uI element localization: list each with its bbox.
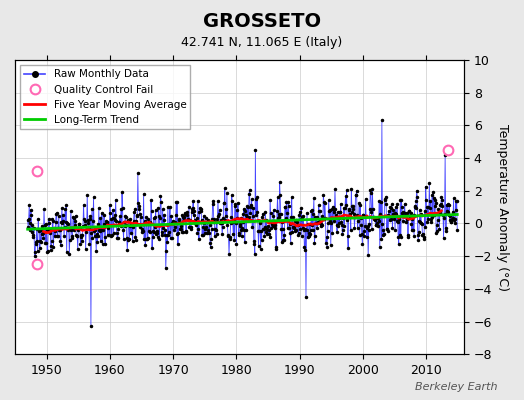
Y-axis label: Temperature Anomaly (°C): Temperature Anomaly (°C) <box>496 124 509 291</box>
Text: Berkeley Earth: Berkeley Earth <box>416 382 498 392</box>
Text: 42.741 N, 11.065 E (Italy): 42.741 N, 11.065 E (Italy) <box>181 36 343 49</box>
Text: GROSSETO: GROSSETO <box>203 12 321 31</box>
Legend: Raw Monthly Data, Quality Control Fail, Five Year Moving Average, Long-Term Tren: Raw Monthly Data, Quality Control Fail, … <box>20 65 190 129</box>
